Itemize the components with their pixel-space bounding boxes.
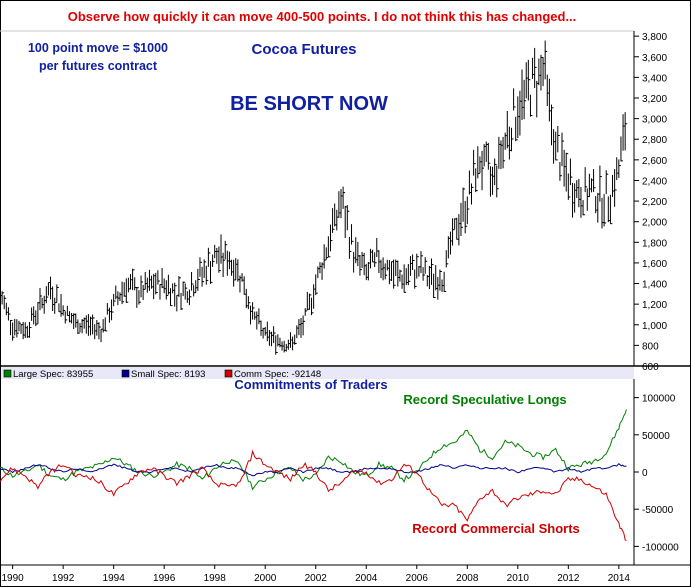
price-y-tick-label: 1,600 xyxy=(642,259,667,270)
cot-y-tick-label: 100000 xyxy=(642,394,676,405)
legend-swatch-large-spec xyxy=(3,369,12,378)
cot-series-small-spec xyxy=(0,463,627,477)
cot-y-tick-label: 0 xyxy=(642,468,648,479)
price-y-tick-label: 600 xyxy=(642,362,659,373)
annotation-commercial-shorts: Record Commercial Shorts xyxy=(412,521,580,536)
legend-strip xyxy=(1,367,634,379)
price-bars xyxy=(0,40,628,355)
price-y-tick-label: 3,400 xyxy=(642,73,667,84)
note-line-1: 100 point move = $1000 xyxy=(28,41,168,55)
x-tick-label: 2000 xyxy=(254,573,277,584)
x-tick-label: 2010 xyxy=(507,573,530,584)
x-tick-label: 2006 xyxy=(406,573,429,584)
x-tick-label: 1994 xyxy=(103,573,126,584)
x-tick-label: 2008 xyxy=(456,573,479,584)
cot-series-comm-spec xyxy=(0,449,627,542)
legend-label-comm-spec: Comm Spec: -92148 xyxy=(234,369,321,380)
legend-label-large-spec: Large Spec: 83955 xyxy=(13,369,93,380)
price-y-tick-label: 1,200 xyxy=(642,300,667,311)
annotation-speculative-longs: Record Speculative Longs xyxy=(403,392,566,407)
x-tick-label: 1990 xyxy=(2,573,25,584)
x-tick-label: 1998 xyxy=(204,573,227,584)
x-tick-label: 2002 xyxy=(305,573,328,584)
price-y-ticks: 3,800 3,600 3,400 3,200 3,000 2,800 2,600 2,400… xyxy=(634,32,667,373)
price-y-tick-label: 1,800 xyxy=(642,238,667,249)
price-y-tick-label: 2,600 xyxy=(642,156,667,167)
x-tick-label: 1996 xyxy=(153,573,176,584)
x-tick-label: 2004 xyxy=(355,573,378,584)
price-y-tick-label: 800 xyxy=(642,341,659,352)
price-y-tick-label: 3,800 xyxy=(642,32,667,43)
cot-series-large-spec xyxy=(0,409,627,491)
legend-label-small-spec: Small Spec: 8193 xyxy=(131,369,205,380)
note-line-2: per futures contract xyxy=(39,59,158,73)
price-y-tick-label: 3,000 xyxy=(642,115,667,126)
cot-y-tick-label: 50000 xyxy=(642,431,670,442)
x-tick-label: 2012 xyxy=(557,573,580,584)
x-tick-label: 2014 xyxy=(608,573,631,584)
price-y-tick-label: 2,000 xyxy=(642,218,667,229)
x-ticks: 1990 1992 1994 1996 1998 2000 2002 2004 2006 2008… xyxy=(2,565,631,584)
price-y-tick-label: 1,400 xyxy=(642,280,667,291)
cot-legend: Large Spec: 83955 Small Spec: 8193 Comm … xyxy=(1,367,634,380)
legend-swatch-comm-spec xyxy=(224,369,233,378)
cot-title: Commitments of Traders xyxy=(234,377,387,392)
price-y-tick-label: 2,400 xyxy=(642,176,667,187)
price-y-tick-label: 1,000 xyxy=(642,321,667,332)
x-tick-label: 1992 xyxy=(52,573,75,584)
price-y-tick-label: 2,800 xyxy=(642,135,667,146)
cot-y-tick-label: -100000 xyxy=(642,542,679,553)
price-panel: 3,800 3,600 3,400 3,200 3,000 2,800 2,600 2,400… xyxy=(0,30,691,373)
cot-y-tick-label: -50000 xyxy=(642,505,674,516)
cot-lines xyxy=(0,409,627,542)
legend-swatch-small-spec xyxy=(121,369,130,378)
callout-text: BE SHORT NOW xyxy=(230,93,388,115)
headline-text: Observe how quickly it can move 400-500 … xyxy=(68,9,577,24)
chart-title: Cocoa Futures xyxy=(251,41,356,58)
price-y-tick-label: 3,600 xyxy=(642,53,667,64)
price-y-tick-label: 3,200 xyxy=(642,94,667,105)
price-y-tick-label: 2,200 xyxy=(642,197,667,208)
cot-y-ticks: 100000 50000 0 -50000 -100000 xyxy=(634,394,679,553)
